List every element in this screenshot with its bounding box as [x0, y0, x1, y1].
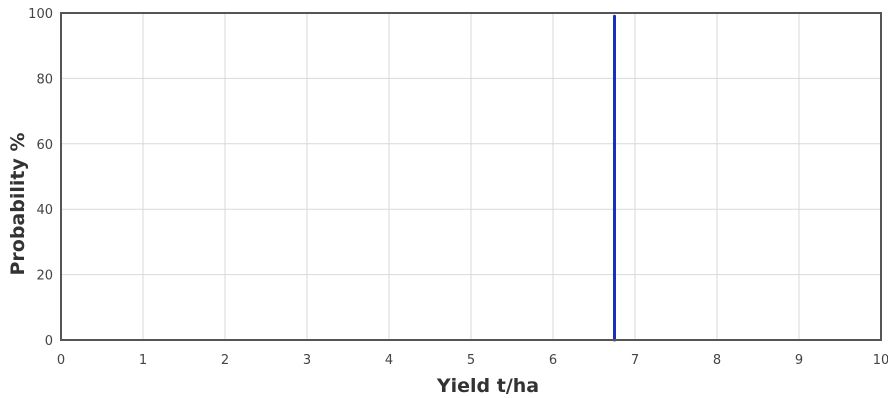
x-tick-label: 8 [713, 353, 721, 368]
y-tick-label: 40 [36, 203, 53, 218]
x-tick-label: 0 [57, 353, 65, 368]
y-tick-label: 0 [45, 334, 53, 349]
x-tick-label: 9 [795, 353, 803, 368]
y-tick-label: 80 [36, 72, 53, 87]
x-tick-label: 7 [631, 353, 639, 368]
x-tick-label: 3 [303, 353, 311, 368]
y-tick-label: 60 [36, 138, 53, 153]
grid [60, 12, 882, 341]
x-tick-label: 1 [139, 353, 147, 368]
y-tick-label: 20 [36, 269, 53, 284]
x-tick-label: 2 [221, 353, 229, 368]
plot-frame [60, 12, 882, 341]
x-tick-label: 6 [549, 353, 557, 368]
x-tick-label: 4 [385, 353, 393, 368]
x-tick-label: 5 [467, 353, 475, 368]
x-tick-labels: 0 1 2 3 4 5 6 7 8 9 10 [57, 353, 888, 368]
y-axis-title: Probability % [7, 132, 29, 275]
x-axis-title: Yield t/ha [436, 375, 539, 397]
y-tick-label: 100 [28, 7, 53, 22]
x-tick-label: 10 [873, 353, 888, 368]
y-tick-labels: 0 20 40 60 80 100 [28, 7, 53, 349]
